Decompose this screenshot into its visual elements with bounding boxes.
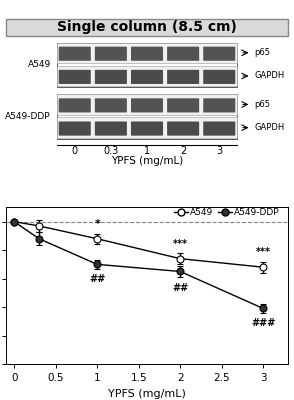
Text: A549: A549 bbox=[28, 60, 51, 69]
Text: 0.3: 0.3 bbox=[103, 146, 118, 156]
FancyBboxPatch shape bbox=[131, 47, 163, 61]
Text: ***: *** bbox=[256, 247, 271, 257]
FancyBboxPatch shape bbox=[203, 47, 235, 61]
Text: ###: ### bbox=[251, 318, 275, 328]
FancyBboxPatch shape bbox=[167, 70, 199, 84]
Text: 3: 3 bbox=[216, 146, 222, 156]
FancyBboxPatch shape bbox=[203, 122, 235, 136]
FancyBboxPatch shape bbox=[131, 98, 163, 112]
Text: *: * bbox=[94, 220, 100, 230]
FancyBboxPatch shape bbox=[203, 70, 235, 84]
FancyBboxPatch shape bbox=[131, 70, 163, 84]
Text: 0: 0 bbox=[72, 146, 78, 156]
Text: GAPDH: GAPDH bbox=[254, 123, 285, 132]
FancyBboxPatch shape bbox=[95, 47, 127, 61]
Text: 2: 2 bbox=[180, 146, 186, 156]
FancyBboxPatch shape bbox=[167, 98, 199, 112]
FancyBboxPatch shape bbox=[203, 98, 235, 112]
Text: ***: *** bbox=[173, 239, 188, 249]
Text: A549-DDP: A549-DDP bbox=[5, 112, 51, 120]
FancyBboxPatch shape bbox=[59, 98, 91, 112]
FancyBboxPatch shape bbox=[59, 122, 91, 136]
Text: 1: 1 bbox=[144, 146, 150, 156]
Text: Single column (8.5 cm): Single column (8.5 cm) bbox=[57, 20, 237, 34]
FancyBboxPatch shape bbox=[57, 94, 237, 115]
Text: ##: ## bbox=[89, 274, 105, 284]
FancyBboxPatch shape bbox=[59, 47, 91, 61]
Text: GAPDH: GAPDH bbox=[254, 72, 285, 80]
Text: p65: p65 bbox=[254, 100, 270, 109]
FancyBboxPatch shape bbox=[95, 98, 127, 112]
FancyBboxPatch shape bbox=[95, 70, 127, 84]
FancyBboxPatch shape bbox=[167, 47, 199, 61]
Text: YPFS (mg/mL): YPFS (mg/mL) bbox=[111, 156, 183, 166]
FancyBboxPatch shape bbox=[6, 19, 288, 36]
FancyBboxPatch shape bbox=[167, 122, 199, 136]
FancyBboxPatch shape bbox=[57, 117, 237, 138]
FancyBboxPatch shape bbox=[59, 70, 91, 84]
FancyBboxPatch shape bbox=[95, 122, 127, 136]
FancyBboxPatch shape bbox=[57, 42, 237, 63]
FancyBboxPatch shape bbox=[57, 66, 237, 86]
Text: ##: ## bbox=[172, 283, 188, 293]
Legend: A549, A549-DDP: A549, A549-DDP bbox=[171, 204, 284, 220]
X-axis label: YPFS (mg/mL): YPFS (mg/mL) bbox=[108, 388, 186, 398]
Text: p65: p65 bbox=[254, 48, 270, 57]
FancyBboxPatch shape bbox=[131, 122, 163, 136]
